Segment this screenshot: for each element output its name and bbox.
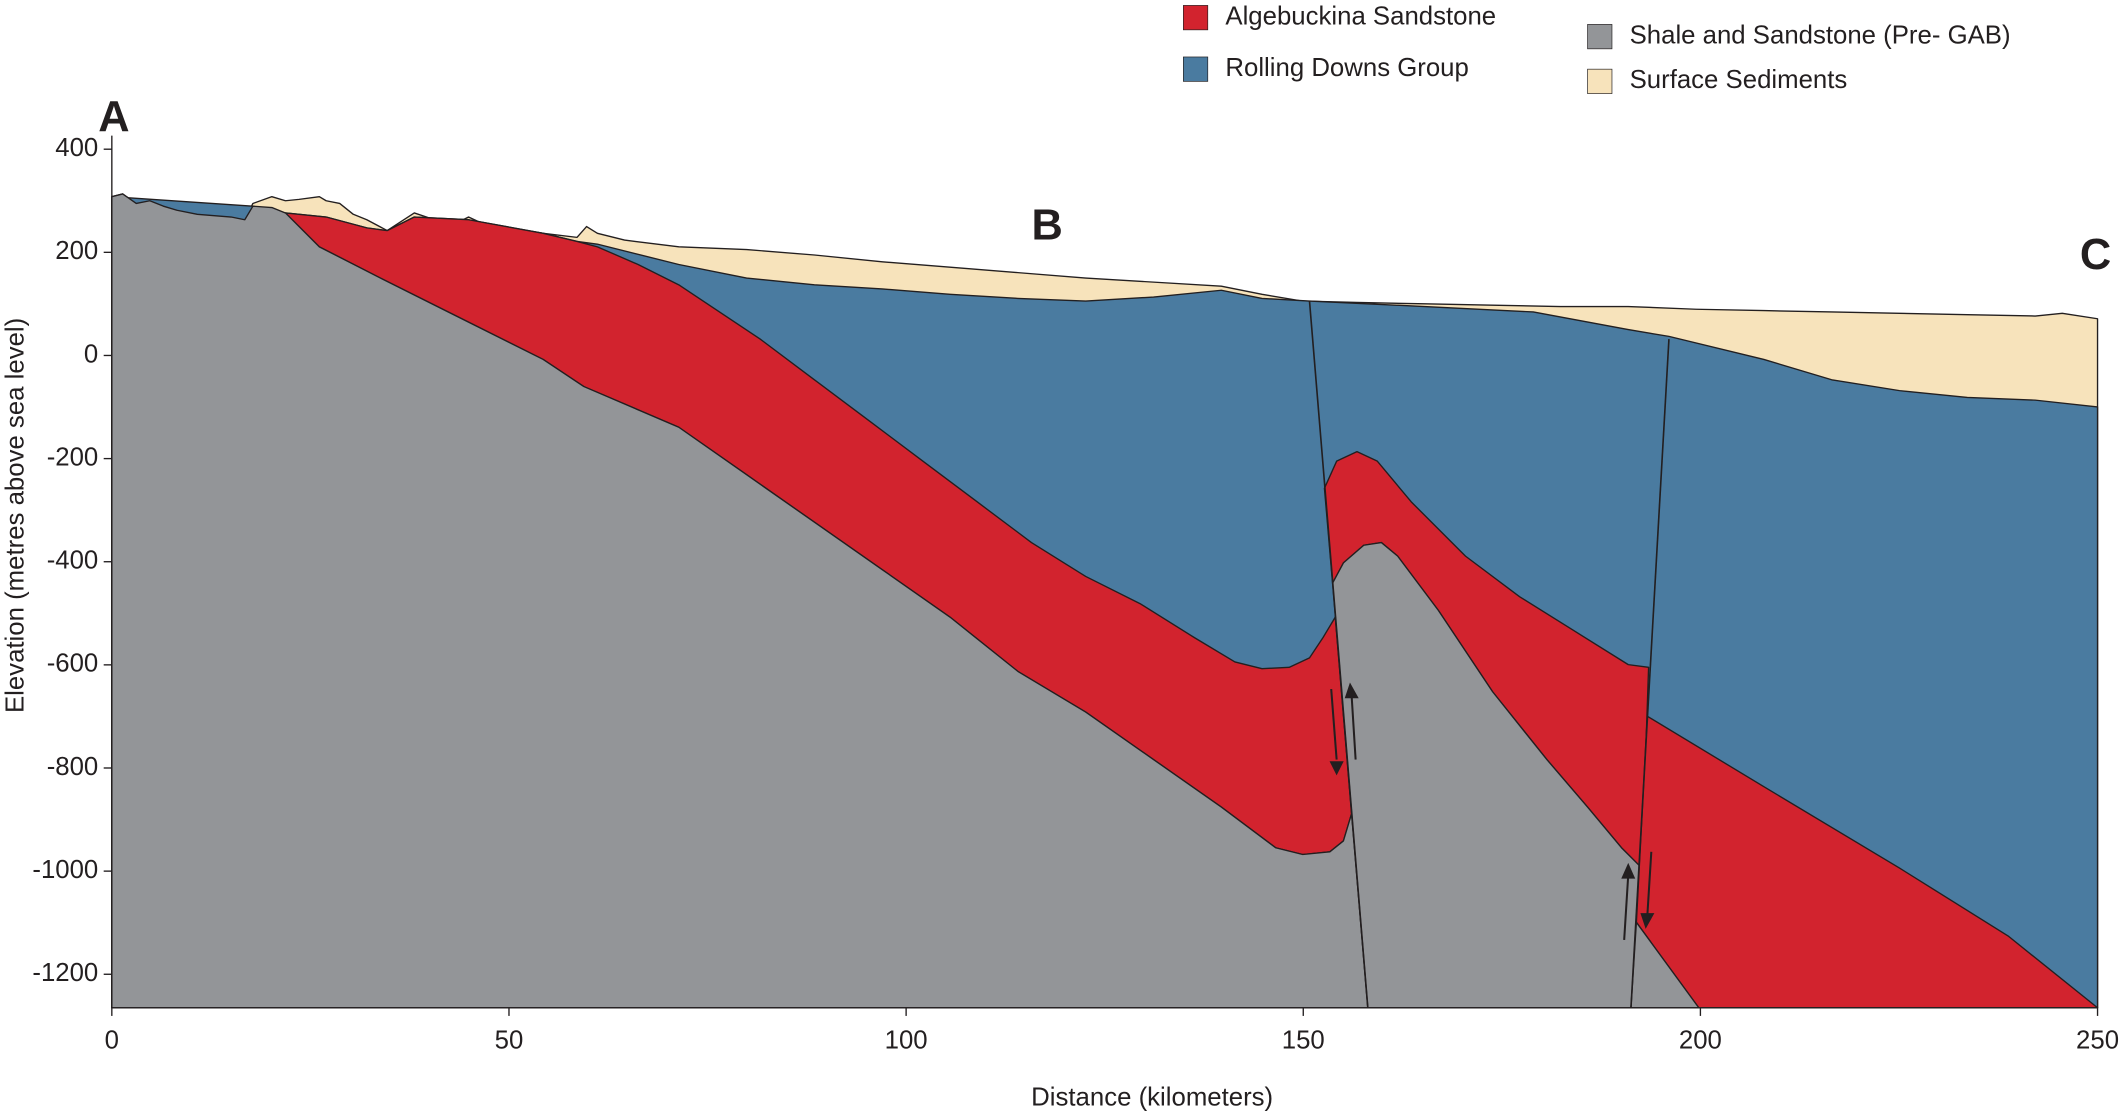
x-tick-label: 250: [2076, 1026, 2119, 1054]
y-tick-label: -200: [47, 443, 99, 471]
x-tick-label: 150: [1282, 1026, 1325, 1054]
section-point-label: A: [98, 93, 129, 141]
legend-label: Surface Sediments: [1630, 66, 1848, 94]
y-tick-label: 400: [55, 134, 98, 162]
x-tick-label: 0: [105, 1026, 119, 1054]
legend: Algebuckina Sandstone Rolling Downs Group…: [1183, 2, 2010, 94]
x-tick-label: 100: [885, 1026, 928, 1054]
legend-swatch: [1588, 24, 1612, 48]
y-tick-label: 200: [55, 237, 98, 265]
y-tick-label: -800: [47, 753, 99, 781]
y-tick-label: 0: [84, 340, 98, 368]
section-point-label: B: [1031, 201, 1062, 249]
x-axis-label: Distance (kilometers): [1031, 1083, 1273, 1111]
layers: [112, 194, 2098, 1008]
x-tick-label: 200: [1679, 1026, 1722, 1054]
y-axis-label: Elevation (metres above sea level): [2, 318, 30, 713]
legend-label: Shale and Sandstone (Pre- GAB): [1630, 21, 2011, 49]
y-tick-label: -600: [47, 650, 99, 678]
y-tick-label: -1000: [32, 856, 98, 884]
legend-swatch: [1588, 69, 1612, 93]
legend-swatch: [1183, 5, 1207, 29]
legend-label: Algebuckina Sandstone: [1225, 2, 1496, 30]
legend-label: Rolling Downs Group: [1225, 54, 1468, 82]
y-tick-label: -400: [47, 547, 99, 575]
x-tick-label: 50: [495, 1026, 524, 1054]
y-tick-label: -1200: [32, 959, 98, 987]
legend-swatch: [1183, 57, 1207, 81]
section-point-label: C: [2080, 231, 2111, 279]
cross-section-chart: Distance (kilometers) Elevation (metres …: [0, 0, 2128, 1119]
